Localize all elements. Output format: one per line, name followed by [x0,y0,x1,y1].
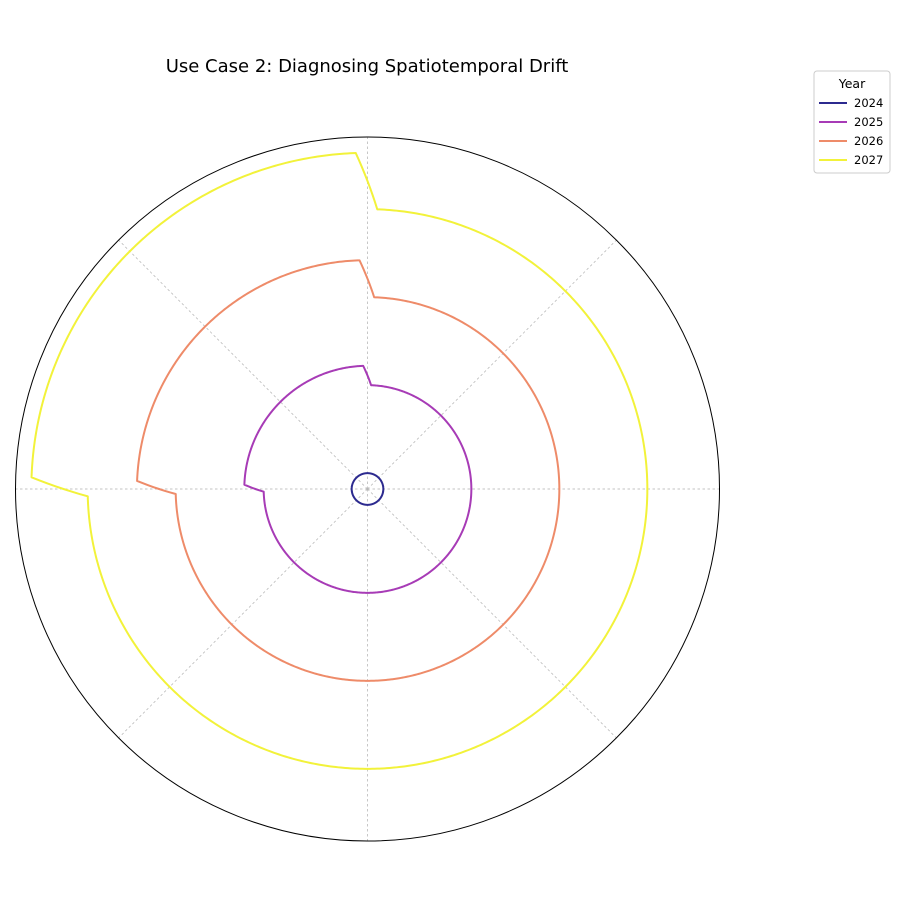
legend-label-2027: 2027 [854,153,883,167]
chart-title: Use Case 2: Diagnosing Spatiotemporal Dr… [166,56,569,77]
legend-frame [813,70,891,174]
legend-label-2026: 2026 [854,134,883,148]
legend-title: Year [838,76,866,91]
series-line-2025 [243,364,473,594]
legend: Year 2024 2025 2026 2027 [813,70,891,174]
series-line-2027 [30,152,649,770]
gridline-45deg [367,239,617,490]
angular-grid [15,137,720,841]
series-layer [30,152,649,770]
series-line-2024 [350,472,385,506]
legend-label-2024: 2024 [854,96,883,110]
legend-label-2025: 2025 [854,115,883,129]
polar-frame [15,136,720,842]
gridline-315deg [367,488,617,739]
gridline-135deg [118,239,368,490]
gridline-225deg [118,488,368,739]
series-line-2026 [136,259,561,682]
legend-entries: 2024 2025 2026 2027 [819,96,883,167]
